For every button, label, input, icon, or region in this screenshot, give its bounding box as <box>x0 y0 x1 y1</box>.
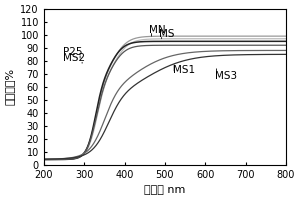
Text: MS: MS <box>159 29 174 39</box>
Y-axis label: 反射率／%: 反射率／% <box>5 68 15 105</box>
X-axis label: 波长／ nm: 波长／ nm <box>144 185 186 195</box>
Text: MS2: MS2 <box>63 53 85 63</box>
Text: MS1: MS1 <box>173 65 195 75</box>
Text: MN: MN <box>149 25 165 35</box>
Text: MS3: MS3 <box>215 71 237 81</box>
Text: P25: P25 <box>63 47 83 57</box>
